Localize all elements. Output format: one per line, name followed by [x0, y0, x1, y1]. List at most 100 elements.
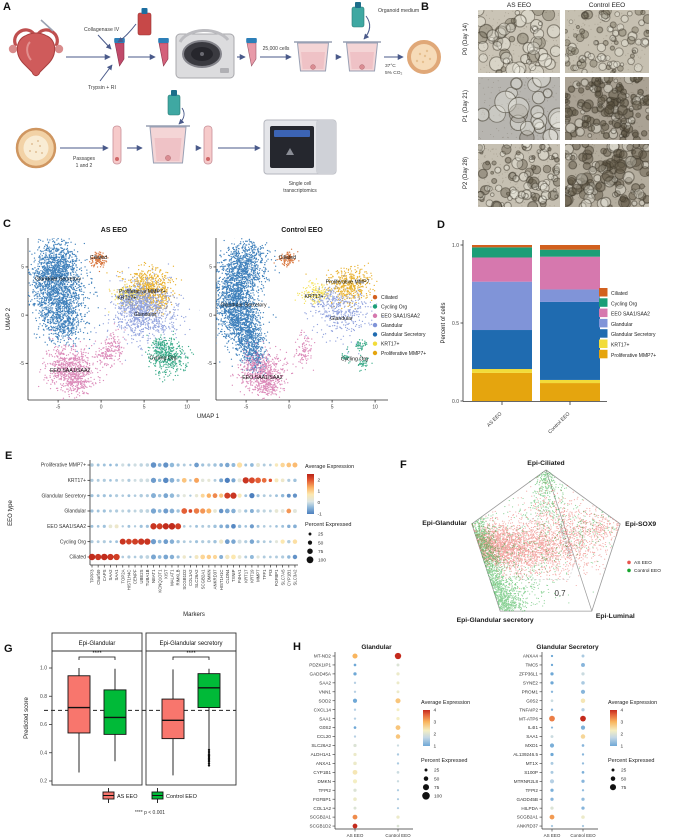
- svg-text:EEO type: EEO type: [8, 500, 14, 526]
- svg-text:Cycling Org: Cycling Org: [611, 301, 637, 307]
- svg-text:Epi-Ciliated: Epi-Ciliated: [527, 460, 564, 467]
- svg-text:Cycling Org: Cycling Org: [149, 356, 176, 362]
- sequencer-icon: [263, 119, 337, 175]
- svg-text:Percent Expressed: Percent Expressed: [421, 758, 467, 764]
- step-label: Trypsin + RI: [88, 85, 116, 91]
- svg-text:0.4: 0.4: [40, 750, 47, 756]
- svg-text:TFPI2: TFPI2: [525, 788, 538, 793]
- svg-text:SCGB2A1: SCGB2A1: [517, 815, 539, 820]
- tube-icon: [203, 125, 213, 165]
- boxplot-chart: 1.0 0.8 0.6 0.4 0.2 Predicted score Epi-Glandu…: [24, 632, 237, 816]
- svg-text:EEO SAA1/SAA2: EEO SAA1/SAA2: [381, 314, 420, 320]
- svg-text:RIMKLB: RIMKLB: [176, 569, 181, 585]
- deg-legend: Average Expression 4 3 2 1 Percent Expressed 2…: [421, 700, 470, 800]
- svg-text:ANKRD37: ANKRD37: [213, 569, 218, 589]
- svg-text:ANXA1: ANXA1: [316, 761, 332, 766]
- svg-text:SCGB2A1: SCGB2A1: [310, 815, 332, 820]
- micrograph-image: [478, 10, 560, 73]
- panel-label-d: D: [437, 219, 445, 231]
- svg-text:0.0: 0.0: [452, 399, 459, 405]
- row-header: P2 (Day 28): [463, 157, 469, 190]
- svg-text:Glandular Secretory: Glandular Secretory: [35, 276, 82, 282]
- svg-text:5: 5: [21, 265, 24, 271]
- svg-text:MT-ND2: MT-ND2: [314, 654, 332, 659]
- svg-text:25: 25: [434, 768, 440, 774]
- svg-text:0.7: 0.7: [554, 589, 566, 598]
- svg-text:TFPI2: TFPI2: [318, 788, 331, 793]
- svg-text:4: 4: [621, 708, 624, 714]
- svg-text:1.0: 1.0: [452, 243, 459, 249]
- svg-text:AL139246.5: AL139246.5: [513, 752, 538, 757]
- arrow: [97, 34, 112, 50]
- svg-text:4: 4: [434, 708, 437, 714]
- svg-text:IL4I1: IL4I1: [528, 725, 539, 730]
- step-label: Organoid medium: [378, 8, 419, 14]
- svg-text:AS EEO: AS EEO: [101, 227, 128, 234]
- organoid-icon: [407, 40, 441, 74]
- svg-text:Proliferative MMP7+: Proliferative MMP7+: [41, 463, 86, 469]
- svg-text:Proliferative MMP7+: Proliferative MMP7+: [611, 353, 656, 359]
- svg-text:-5: -5: [20, 361, 25, 367]
- svg-text:1: 1: [434, 744, 437, 750]
- column-header: AS EEO: [506, 2, 532, 9]
- svg-text:3: 3: [434, 720, 437, 726]
- svg-text:FGFBP1: FGFBP1: [313, 797, 331, 802]
- svg-text:CLDN4: CLDN4: [225, 569, 230, 584]
- svg-text:CCL20: CCL20: [317, 734, 332, 739]
- row-header: P0 (Day 14): [463, 23, 469, 56]
- svg-text:P4HA1: P4HA1: [237, 569, 242, 583]
- svg-text:NEAT1: NEAT1: [151, 569, 156, 583]
- svg-text:1.0: 1.0: [40, 666, 47, 672]
- svg-text:50: 50: [318, 540, 324, 546]
- svg-text:Glandular: Glandular: [134, 312, 157, 318]
- micrograph-image: [478, 144, 560, 207]
- deg-dotplots: Glandular MT-ND2 PDZK1IP1 GADD45A SAA2 VNN1 SO…: [309, 644, 657, 838]
- column-header: Control EEO: [588, 2, 626, 9]
- svg-text:****: ****: [92, 651, 102, 657]
- umap-points-control-eeo: [216, 238, 384, 400]
- svg-text:SYNE2: SYNE2: [523, 680, 539, 685]
- svg-text:0.8: 0.8: [40, 694, 47, 700]
- svg-text:AS EEO: AS EEO: [544, 833, 561, 838]
- svg-text:ZFP36L1: ZFP36L1: [519, 672, 538, 677]
- svg-text:SAA1: SAA1: [319, 716, 331, 721]
- svg-text:Average Expression: Average Expression: [421, 700, 470, 706]
- svg-text:75: 75: [621, 785, 627, 791]
- svg-text:SAA2: SAA2: [108, 569, 113, 581]
- svg-text:MXD1: MXD1: [525, 743, 538, 748]
- svg-text:AS EEO: AS EEO: [347, 833, 364, 838]
- svg-text:Glandular: Glandular: [64, 509, 86, 515]
- svg-text:C5orf49: C5orf49: [96, 569, 101, 585]
- marker-dotplot: Proliferative MMP7+ KRT17+ Glandular Secre…: [8, 460, 354, 618]
- svg-text:Control EEO: Control EEO: [281, 227, 323, 234]
- step-label: 25,000 cells: [263, 46, 290, 52]
- culture-dish-icon: [146, 125, 190, 164]
- svg-text:MTRNR2L8: MTRNR2L8: [514, 779, 539, 784]
- bar-legend: Ciliated Cycling Org EEO SAA1/SAA2 Glandula…: [599, 288, 656, 359]
- media-bottle-icon: [117, 8, 152, 43]
- svg-text:Glandular: Glandular: [330, 316, 353, 322]
- svg-text:Percent Expressed: Percent Expressed: [608, 758, 654, 764]
- svg-text:MMP7: MMP7: [256, 569, 261, 582]
- pentagon-points-control-eeo: [471, 470, 616, 612]
- panel-label-a: A: [3, 1, 11, 13]
- svg-text:ANKRD37: ANKRD37: [517, 824, 539, 829]
- svg-text:Percent Expressed: Percent Expressed: [305, 522, 351, 528]
- svg-text:Proliferative MMP7+: Proliferative MMP7+: [381, 351, 426, 357]
- svg-text:10: 10: [184, 405, 190, 411]
- svg-text:TXNIP: TXNIP: [231, 569, 236, 582]
- svg-text:TUBA1B: TUBA1B: [145, 569, 150, 586]
- svg-text:VNN1: VNN1: [319, 689, 332, 694]
- svg-text:Ciliated: Ciliated: [90, 255, 107, 261]
- svg-text:25: 25: [318, 532, 324, 538]
- svg-text:CYP1B1: CYP1B1: [286, 569, 291, 586]
- svg-text:75: 75: [318, 549, 324, 555]
- svg-text:TNFAIP2: TNFAIP2: [519, 707, 538, 712]
- dotplot-legend: Average Expression 2 1 0 -1 Percent Expressed…: [305, 464, 354, 564]
- svg-text:MT-ATP6: MT-ATP6: [519, 716, 539, 721]
- umap-legend: Ciliated Cycling Org EEO SAA1/SAA2 Glandula…: [372, 295, 426, 357]
- svg-text:EEO SAA1/SAA2: EEO SAA1/SAA2: [242, 375, 282, 381]
- deg-legend: Average Expression 4 3 2 1 Percent Expressed 2…: [608, 700, 657, 791]
- step-label: transcriptomics: [283, 188, 317, 194]
